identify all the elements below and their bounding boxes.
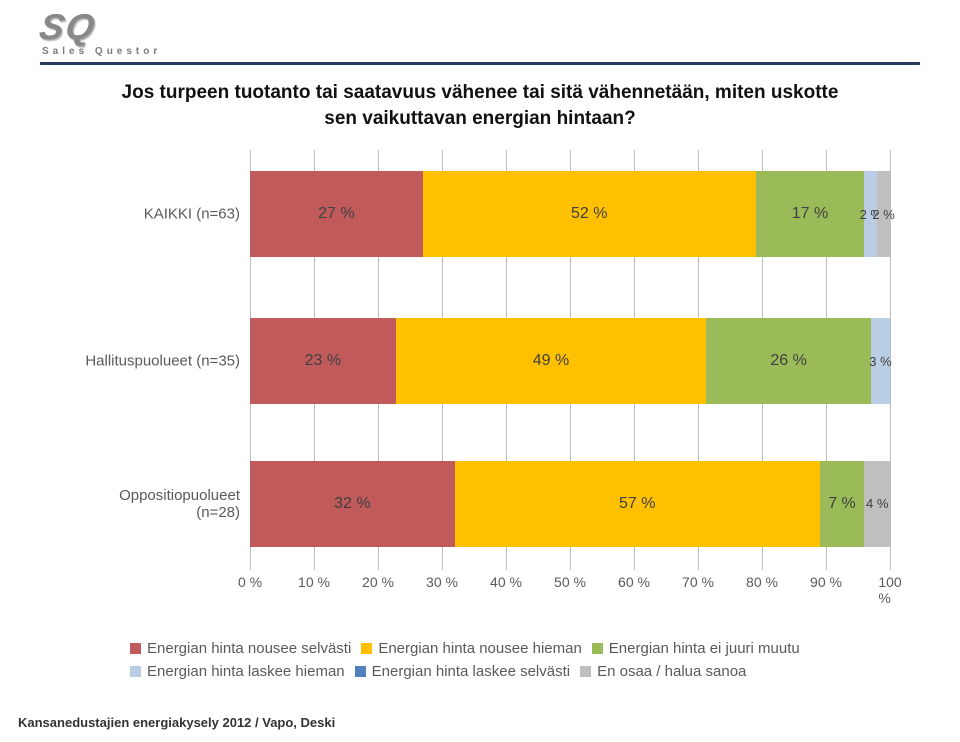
page-header: SQ Sales Questor	[0, 0, 960, 70]
legend-swatch	[130, 666, 141, 677]
bar-segment: 4 %	[864, 461, 890, 547]
bar-segment: 23 %	[250, 318, 396, 404]
legend-swatch	[361, 643, 372, 654]
xaxis-tick: 80 %	[746, 574, 778, 590]
bar-segment: 3 %	[871, 318, 890, 404]
category-label: Hallituspuolueet (n=35)	[75, 353, 240, 370]
legend-label: Energian hinta laskee selvästi	[372, 663, 570, 680]
legend-swatch	[580, 666, 591, 677]
legend-item: Energian hinta nousee selvästi	[130, 640, 351, 657]
bar-segment: 57 %	[455, 461, 820, 547]
xaxis-tick: 60 %	[618, 574, 650, 590]
bar-row: KAIKKI (n=63)27 %52 %17 %2 %2 %	[250, 171, 890, 257]
legend-label: Energian hinta ei juuri muutu	[609, 640, 800, 657]
xaxis-tick: 50 %	[554, 574, 586, 590]
logo-subtitle: Sales Questor	[42, 46, 161, 57]
xaxis-tick: 70 %	[682, 574, 714, 590]
legend-item: Energian hinta laskee hieman	[130, 663, 345, 680]
bar-segment: 49 %	[396, 318, 706, 404]
header-rule	[40, 62, 920, 65]
bar-segment: 7 %	[820, 461, 865, 547]
legend-label: Energian hinta nousee selvästi	[147, 640, 351, 657]
xaxis-tick: 20 %	[362, 574, 394, 590]
xaxis-tick: 100 %	[878, 574, 901, 606]
logo-mark: SQ	[36, 6, 99, 48]
bar-segment: 52 %	[423, 171, 756, 257]
page-footer: Kansanedustajien energiakysely 2012 / Va…	[18, 715, 335, 730]
xaxis-tick: 0 %	[238, 574, 262, 590]
legend-item: Energian hinta laskee selvästi	[355, 663, 570, 680]
legend-label: Energian hinta nousee hieman	[378, 640, 581, 657]
legend-label: Energian hinta laskee hieman	[147, 663, 345, 680]
xaxis-tick: 30 %	[426, 574, 458, 590]
legend-swatch	[592, 643, 603, 654]
category-label: KAIKKI (n=63)	[75, 206, 240, 223]
category-label: Oppositiopuolueet (n=28)	[75, 487, 240, 521]
bar-segment: 2 %	[877, 171, 890, 257]
legend-item: Energian hinta nousee hieman	[361, 640, 581, 657]
chart-xaxis: 0 %10 %20 %30 %40 %50 %60 %70 %80 %90 %1…	[250, 570, 890, 594]
chart-title: Jos turpeen tuotanto tai saatavuus vähen…	[120, 80, 840, 131]
bar-row: Oppositiopuolueet (n=28)32 %57 %7 %4 %	[250, 461, 890, 547]
legend-label: En osaa / halua sanoa	[597, 663, 746, 680]
legend-item: Energian hinta ei juuri muutu	[592, 640, 800, 657]
bar-segment: 17 %	[756, 171, 865, 257]
chart-bars: KAIKKI (n=63)27 %52 %17 %2 %2 %Hallitusp…	[250, 150, 890, 570]
bar-row: Hallituspuolueet (n=35)23 %49 %26 %3 %	[250, 318, 890, 404]
legend-swatch	[355, 666, 366, 677]
xaxis-tick: 90 %	[810, 574, 842, 590]
legend-row: Energian hinta nousee selvästi Energian h…	[130, 640, 900, 657]
legend-item: En osaa / halua sanoa	[580, 663, 746, 680]
xaxis-tick: 10 %	[298, 574, 330, 590]
legend-swatch	[130, 643, 141, 654]
brand-logo: SQ Sales Questor	[40, 6, 220, 56]
chart-area: 0 % 10 % 20 % 30 % 40 % 50 % 60 % 70 % 80 % 90 % 1…	[80, 150, 900, 600]
bar-segment: 27 %	[250, 171, 423, 257]
chart-legend: Energian hinta nousee selvästi Energian h…	[130, 640, 900, 686]
xaxis-tick: 40 %	[490, 574, 522, 590]
bar-segment: 32 %	[250, 461, 455, 547]
bar-segment: 26 %	[706, 318, 871, 404]
page-root: SQ Sales Questor Jos turpeen tuotanto ta…	[0, 0, 960, 742]
legend-row: Energian hinta laskee hieman Energian hin…	[130, 663, 900, 680]
